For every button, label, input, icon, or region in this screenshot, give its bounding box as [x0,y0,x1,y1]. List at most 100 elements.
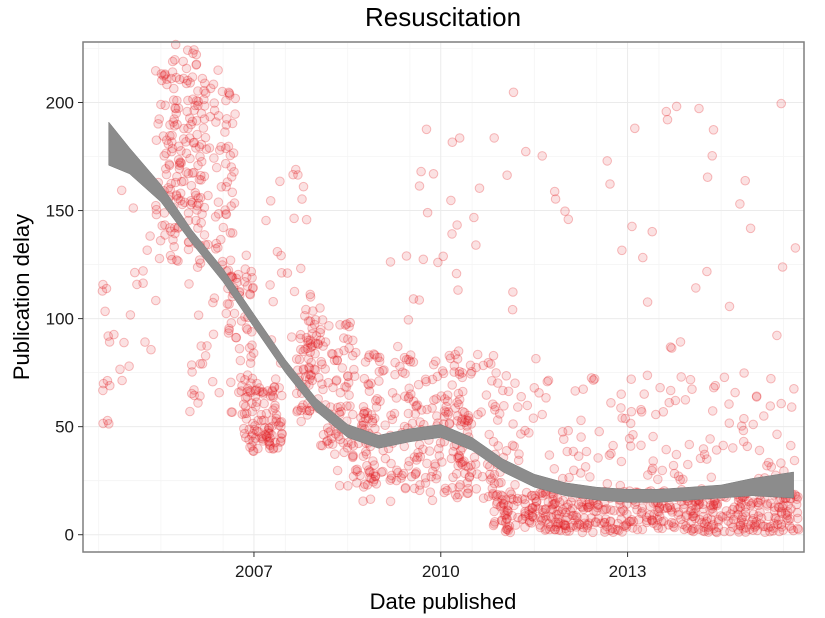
data-point [722,511,732,521]
data-point [537,516,547,526]
data-point [370,471,381,482]
data-point [167,254,177,265]
data-point [593,453,603,463]
data-point [662,503,672,513]
data-point [231,332,242,343]
data-point [167,143,178,154]
data-point [267,415,278,425]
data-point [340,320,351,330]
data-point [695,453,706,464]
data-point [271,413,282,424]
data-point [792,507,803,518]
data-point [236,386,247,396]
data-point [196,108,207,119]
data-point [169,83,179,94]
data-point [710,380,721,391]
data-point [510,520,521,530]
data-point [717,512,728,522]
data-point [171,108,181,119]
data-point [146,344,156,355]
data-point [424,446,435,456]
data-point [600,527,610,537]
data-point [246,266,257,277]
data-point [298,181,309,192]
data-point [226,201,236,211]
data-point [521,487,532,498]
data-point [428,169,439,179]
data-point [169,114,179,124]
data-point [528,502,538,513]
data-point [257,415,267,426]
data-point [666,343,677,353]
data-point [386,410,396,421]
data-point [584,518,595,529]
data-point [446,453,457,464]
smooth-band [108,121,794,503]
data-point [588,375,599,385]
data-point [277,390,287,401]
data-point [608,527,619,538]
data-point [586,373,597,383]
data-point [549,464,560,474]
data-point [221,209,232,220]
data-point [240,264,251,274]
data-point [171,103,181,114]
data-point [343,378,354,388]
data-point [450,403,461,413]
data-point [332,465,343,476]
data-point [759,411,769,421]
data-point [193,96,203,107]
data-point [513,512,523,523]
data-point [168,235,178,245]
data-point [210,212,221,222]
data-point [488,490,498,500]
data-point [453,460,464,471]
data-point [194,174,205,185]
data-point [572,520,583,530]
data-point [191,60,201,70]
data-point [439,411,450,422]
data-point [709,382,719,393]
data-point [763,522,774,533]
data-point [679,524,690,535]
data-point [622,519,632,529]
data-point [410,409,421,419]
data-point [317,379,327,389]
data-point [199,114,210,124]
data-point [705,434,715,444]
data-point [323,377,334,388]
data-point [724,301,735,312]
data-point [733,509,743,520]
data-point [740,527,751,537]
data-point [363,413,374,424]
data-point [497,491,508,501]
data-point [324,439,334,449]
data-point [755,519,766,529]
data-point [368,456,378,466]
data-point [200,88,211,98]
data-point [527,511,537,522]
data-point [304,406,315,416]
data-point [245,442,255,453]
data-point [633,515,644,525]
data-point [488,488,498,499]
data-point [671,503,681,513]
data-point [302,410,313,420]
x-axis-label: Date published [370,589,517,614]
data-point [558,504,568,515]
data-point [756,513,767,523]
data-point [187,168,198,178]
data-point [685,374,696,385]
data-point [400,391,410,402]
data-point [334,480,345,491]
data-point [654,507,664,517]
data-point [304,374,315,385]
data-point [654,502,665,512]
data-point [193,398,203,408]
data-point [244,434,254,445]
data-point [209,153,219,163]
data-point [447,137,458,147]
data-point [241,250,252,261]
data-point [430,461,441,472]
data-point [246,352,256,362]
